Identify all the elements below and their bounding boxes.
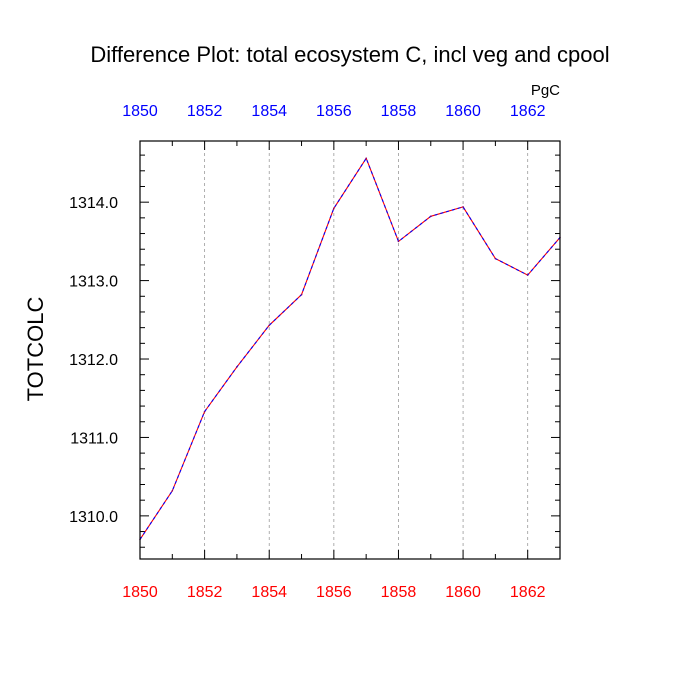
data-point-1857 — [365, 157, 367, 160]
x-tick-label-bottom: 1852 — [187, 584, 223, 601]
x-tick-label-top: 1850 — [122, 103, 158, 120]
data-point-1856 — [333, 207, 335, 210]
data-point-1854 — [268, 324, 271, 327]
series-line-overlay-difference — [139, 157, 561, 540]
y-tick-label: 1313.0 — [69, 274, 118, 291]
data-point-1859 — [429, 215, 432, 218]
data-point-1852 — [203, 410, 206, 413]
series-lines — [139, 157, 561, 541]
series-line-difference — [139, 157, 561, 540]
x-tick-label-bottom: 1858 — [381, 584, 417, 601]
x-tick-label-top: 1862 — [510, 103, 546, 120]
x-tick-label-top: 1852 — [187, 103, 223, 120]
chart-title: Difference Plot: total ecosystem C, incl… — [90, 42, 609, 67]
data-point-1851 — [171, 489, 174, 492]
y-tick-label: 1312.0 — [69, 352, 118, 369]
x-tick-label-top: 1854 — [251, 103, 287, 120]
data-point-1858 — [397, 240, 400, 243]
y-tick-label: 1311.0 — [70, 430, 118, 447]
data-point-1855 — [300, 293, 303, 296]
grid-lines — [204, 141, 529, 559]
units-label: PgC — [531, 82, 560, 99]
x-tick-label-bottom: 1860 — [445, 584, 481, 601]
x-tick-label-top: 1860 — [445, 103, 481, 120]
x-tick-label-bottom: 1856 — [316, 584, 352, 601]
y-axis-label: TOTCOLC — [23, 297, 48, 402]
x-tick-label-top: 1856 — [316, 103, 352, 120]
x-tick-label-bottom: 1850 — [122, 584, 158, 601]
y-tick-label: 1310.0 — [69, 509, 118, 526]
x-tick-label-bottom: 1854 — [251, 584, 287, 601]
tick-labels: 1850 1850 1852 1852 1854 1854 1856 1856 1858 1858… — [69, 103, 546, 601]
x-tick-label-bottom: 1862 — [510, 584, 546, 601]
x-tick-label-top: 1858 — [381, 103, 417, 120]
data-point-1861 — [494, 257, 497, 260]
data-point-1853 — [236, 366, 238, 368]
data-point-1860 — [462, 206, 464, 208]
y-tick-label: 1314.0 — [69, 195, 118, 212]
plot-frame — [139, 140, 561, 560]
data-point-1862 — [526, 274, 529, 276]
axis-ticks — [139, 141, 561, 559]
